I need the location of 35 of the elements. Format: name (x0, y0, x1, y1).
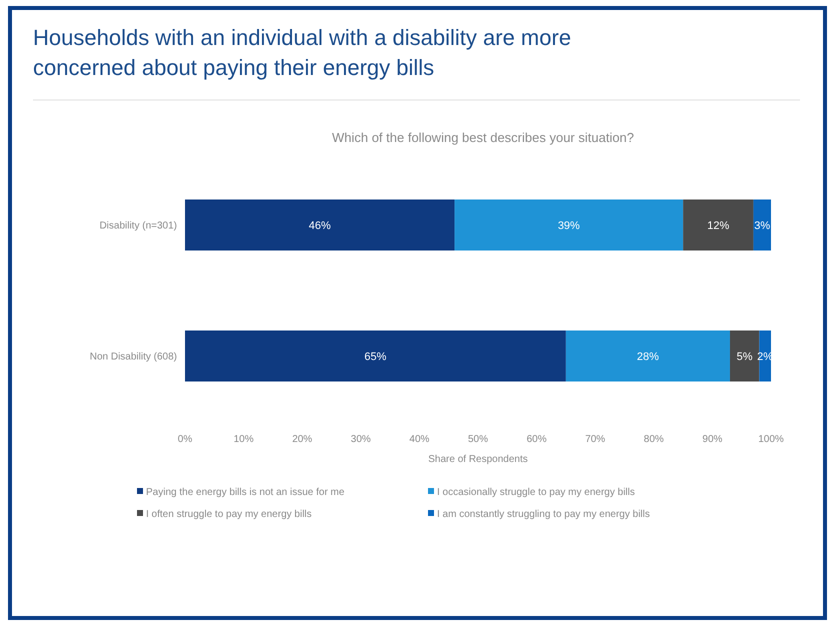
data-label: 3% (754, 220, 770, 232)
x-tick-label: 50% (468, 434, 488, 445)
y-tick-label: Disability (n=301) (99, 220, 177, 232)
chart-subtitle: Which of the following best describes your situation? (332, 130, 634, 145)
bar (753, 200, 771, 250)
x-tick-label: 30% (350, 434, 371, 445)
x-tick-label: 70% (585, 434, 606, 445)
bar (454, 200, 684, 250)
bar (566, 330, 730, 382)
x-tick-label: 40% (409, 434, 430, 445)
y-tick-label: Non Disability (608) (90, 352, 177, 362)
x-tick-label: 100% (758, 434, 784, 445)
data-label: 28% (636, 350, 660, 363)
x-tick-label: 20% (292, 434, 312, 445)
legend-label: I occasionally struggle to pay my energy bills (437, 487, 635, 498)
bar (730, 330, 760, 382)
x-tick-label: 0% (178, 434, 192, 445)
x-tick-label: 60% (526, 434, 547, 445)
legend-label: Paying the energy bills is not an issue for me (146, 487, 345, 498)
bar (185, 330, 566, 382)
data-label: 12% (707, 220, 730, 232)
chart-title: Households with an individual with a disability are more concerned about paying their energy bills (33, 25, 572, 80)
data-label: 39% (558, 220, 580, 232)
bar (759, 330, 771, 382)
bar (683, 200, 754, 250)
legend-label: I am constantly struggling to pay my energy bills (437, 509, 650, 520)
data-label: 65% (364, 350, 387, 363)
x-tick-label: 10% (234, 434, 254, 445)
x-tick-label: 90% (702, 434, 723, 445)
x-tick-label: 80% (644, 434, 664, 445)
x-axis-title: Share of Respondents (428, 454, 528, 465)
data-label: 46% (308, 220, 331, 232)
legend-label: I often struggle to pay my energy bills (146, 509, 312, 520)
bar (185, 200, 455, 250)
data-label: 5% (736, 350, 753, 363)
